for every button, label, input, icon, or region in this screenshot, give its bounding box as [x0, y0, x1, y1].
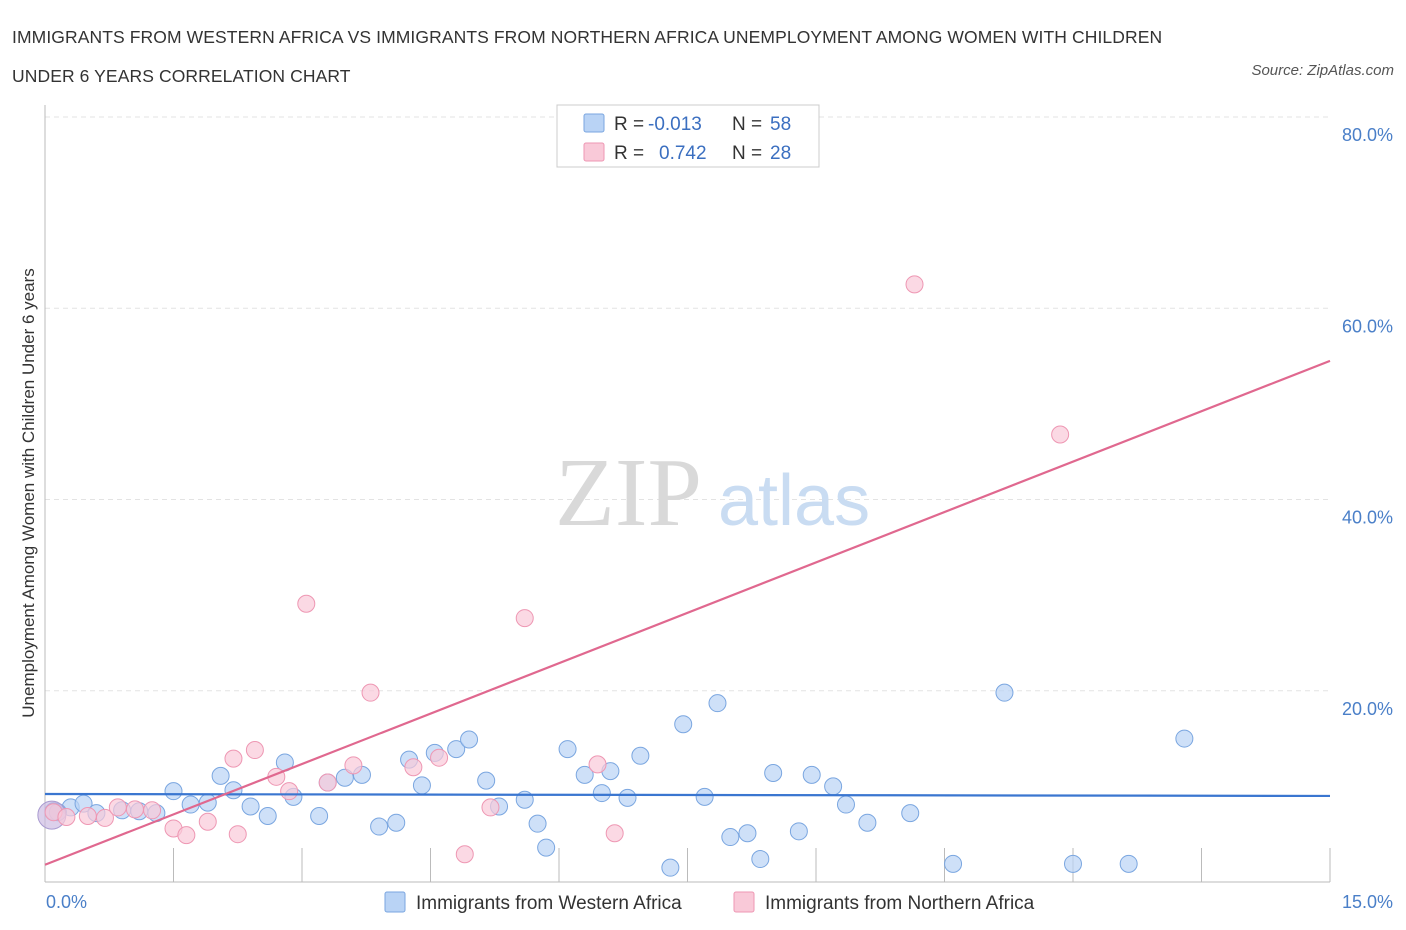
bottom-legend-swatch-northern [733, 891, 755, 913]
point-northern-africa [1051, 425, 1070, 444]
point-northern-africa [905, 275, 924, 294]
point-western-africa [674, 715, 693, 734]
point-western-africa [447, 740, 466, 759]
point-northern-africa [588, 755, 607, 774]
point-western-africa [477, 771, 496, 790]
point-western-africa [836, 795, 855, 814]
point-northern-africa [318, 773, 337, 792]
series-western-africa [37, 683, 1194, 877]
series-northern-africa [44, 275, 1070, 864]
point-northern-africa [297, 594, 316, 613]
x-axis-ticks [173, 848, 1331, 882]
gridlines [45, 116, 1330, 692]
point-western-africa [258, 807, 277, 826]
point-northern-africa [430, 748, 449, 767]
point-northern-africa [515, 609, 534, 628]
point-western-africa [211, 766, 230, 785]
point-western-africa [751, 850, 770, 869]
point-western-africa [721, 828, 740, 847]
x-tick-label-max: 15.0% [1342, 892, 1393, 912]
point-western-africa [661, 858, 680, 877]
legend-n-value-0: 58 [770, 114, 791, 135]
point-western-africa [708, 694, 727, 713]
point-western-africa [764, 763, 783, 782]
watermark-atlas: atlas [718, 461, 870, 541]
point-northern-africa [481, 798, 500, 817]
y-tick-label-40: 40.0% [1342, 508, 1393, 528]
bottom-legend-label-western: Immigrants from Western Africa [416, 893, 682, 914]
point-western-africa [1119, 854, 1138, 873]
bottom-legend-swatch-western [384, 891, 406, 913]
point-western-africa [995, 683, 1014, 702]
legend-r-value-1: 0.742 [659, 143, 707, 164]
point-northern-africa [344, 756, 363, 775]
y-tick-label-20: 20.0% [1342, 699, 1393, 719]
legend-n-value-1: 28 [770, 143, 791, 164]
point-northern-africa [245, 741, 264, 760]
point-western-africa [412, 776, 431, 795]
legend-n-label-1: N = [732, 143, 762, 164]
watermark-zip: ZIP [555, 439, 702, 547]
legend-r-label-0: R = [614, 114, 644, 135]
point-northern-africa [57, 807, 76, 826]
point-western-africa [592, 784, 611, 803]
point-western-africa [789, 822, 808, 841]
point-western-africa [370, 817, 389, 836]
point-western-africa [631, 746, 650, 765]
trend-lines [44, 359, 1331, 866]
point-northern-africa [280, 782, 299, 801]
point-western-africa [164, 782, 183, 801]
legend-swatch-northern [583, 142, 605, 162]
legend-swatch-western [583, 113, 605, 133]
bottom-legend-label-northern: Immigrants from Northern Africa [765, 893, 1035, 914]
trend-line-western-africa [44, 792, 1331, 798]
x-tick-label-min: 0.0% [46, 892, 87, 912]
trend-line-northern-africa [44, 359, 1331, 866]
point-western-africa [901, 804, 920, 823]
correlation-legend: R = -0.013 N = 58 R = 0.742 N = 28 [556, 104, 820, 168]
point-western-africa [460, 730, 479, 749]
point-northern-africa [228, 825, 247, 844]
point-northern-africa [198, 812, 217, 831]
point-northern-africa [95, 808, 114, 827]
legend-n-label-0: N = [732, 114, 762, 135]
point-northern-africa [125, 800, 144, 819]
point-western-africa [310, 807, 329, 826]
legend-r-value-0: -0.013 [648, 114, 702, 135]
point-western-africa [824, 777, 843, 796]
y-tick-labels: 20.0% 40.0% 60.0% 80.0% [1342, 125, 1393, 719]
y-axis-label: Unemployment Among Women with Children U… [19, 268, 38, 717]
point-western-africa [618, 788, 637, 807]
y-tick-label-60: 60.0% [1342, 316, 1393, 336]
point-western-africa [537, 838, 556, 857]
legend-r-label-1: R = [614, 143, 644, 164]
series-legend: Immigrants from Western Africa Immigrant… [384, 891, 1035, 914]
y-tick-label-80: 80.0% [1342, 125, 1393, 145]
point-western-africa [528, 814, 547, 833]
source-label: Source: ZipAtlas.com [1251, 62, 1394, 79]
point-northern-africa [108, 798, 127, 817]
point-western-africa [944, 854, 963, 873]
point-western-africa [1064, 854, 1082, 873]
point-northern-africa [404, 758, 423, 777]
point-western-africa [575, 765, 594, 784]
point-western-africa [695, 787, 714, 806]
chart-title: IMMIGRANTS FROM WESTERN AFRICA VS IMMIGR… [12, 27, 1163, 86]
point-western-africa [558, 740, 577, 759]
point-northern-africa [78, 807, 97, 826]
point-western-africa [802, 765, 821, 784]
point-western-africa [387, 813, 406, 832]
point-northern-africa [143, 801, 162, 820]
point-northern-africa [455, 845, 474, 864]
point-western-africa [335, 768, 354, 787]
point-northern-africa [177, 826, 196, 845]
point-western-africa [241, 797, 260, 816]
point-western-africa [858, 813, 877, 832]
point-western-africa [738, 824, 757, 843]
point-western-africa [1175, 729, 1194, 748]
point-northern-africa [361, 683, 380, 702]
point-northern-africa [224, 749, 243, 768]
point-northern-africa [605, 824, 624, 843]
